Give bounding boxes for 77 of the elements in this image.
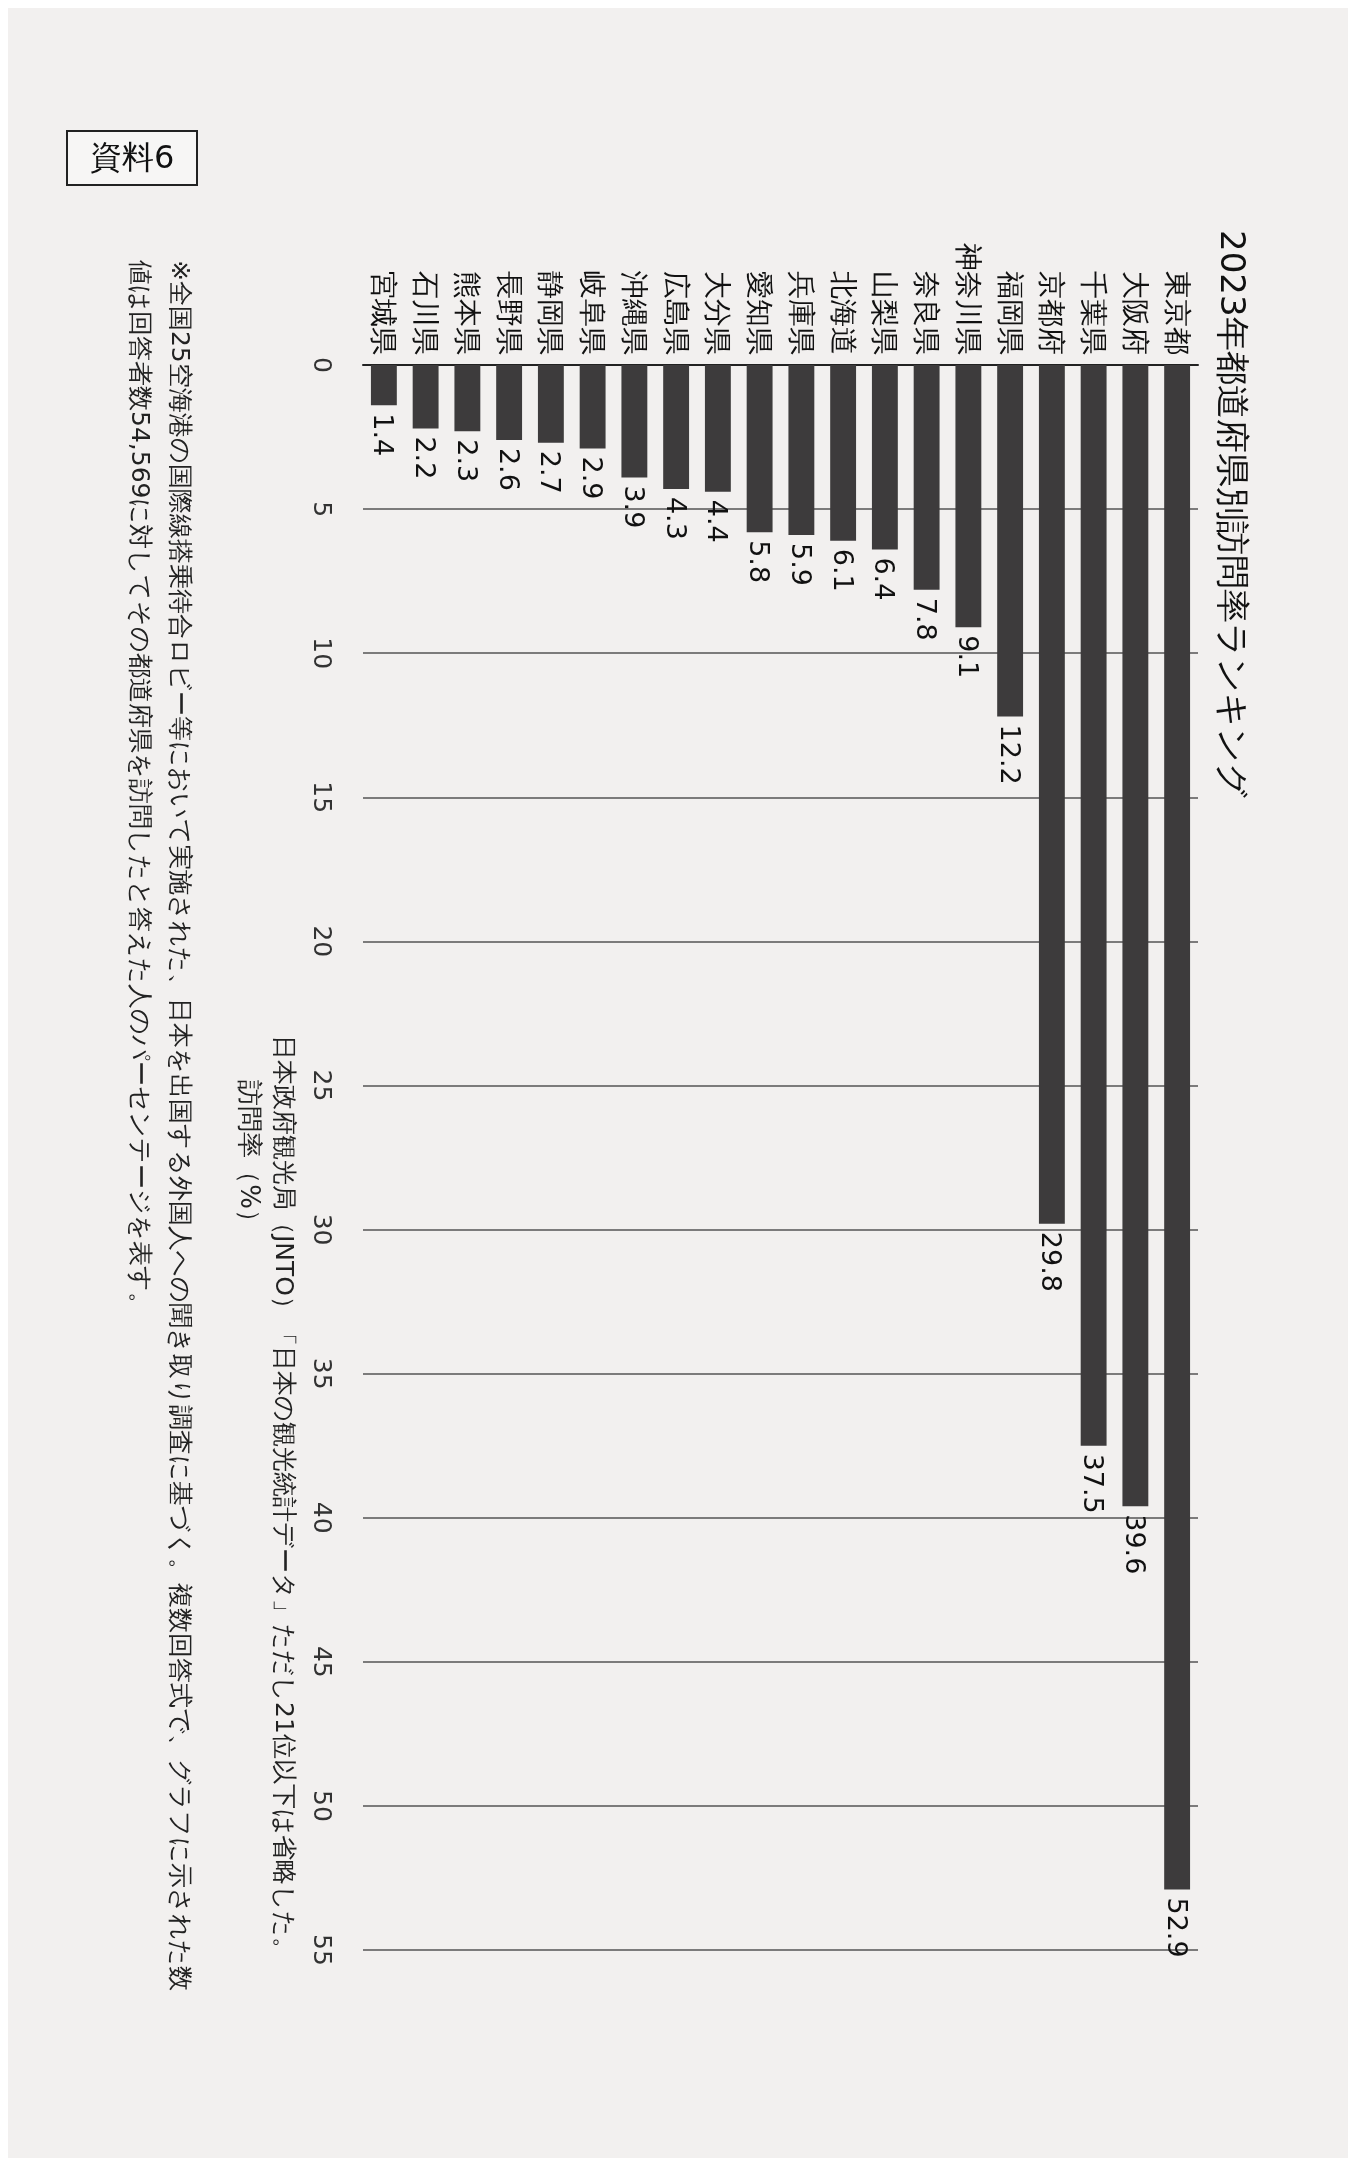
bar xyxy=(663,365,690,489)
bar xyxy=(412,365,439,429)
data-label: 3.9 xyxy=(618,485,650,529)
y-tick-label: 20 xyxy=(308,925,337,958)
y-axis-title: 訪問率（%） xyxy=(235,1080,265,1235)
bar xyxy=(788,365,815,536)
y-tick-label: 35 xyxy=(308,1357,337,1390)
x-tick-label: 千葉県 xyxy=(1077,271,1111,355)
data-label: 2.9 xyxy=(577,456,609,500)
x-tick-label: 熊本県 xyxy=(450,271,484,355)
data-label: 2.7 xyxy=(535,450,567,494)
data-label: 12.2 xyxy=(994,724,1026,785)
data-label: 1.4 xyxy=(368,413,400,457)
data-label: 4.4 xyxy=(702,499,734,543)
y-tick-label: 50 xyxy=(308,1790,337,1822)
bar xyxy=(1122,365,1149,1507)
x-tick-label: 静岡県 xyxy=(534,271,568,355)
x-tick-label: 京都府 xyxy=(1035,271,1069,355)
data-label: 7.8 xyxy=(911,597,943,641)
x-tick-label: 長野県 xyxy=(492,271,526,355)
y-tick-label: 10 xyxy=(308,637,337,670)
bar xyxy=(1080,365,1107,1446)
x-tick-label: 石川県 xyxy=(409,271,443,355)
bar xyxy=(955,365,982,628)
data-label: 5.9 xyxy=(785,543,817,586)
x-tick-label: 東京都 xyxy=(1160,271,1194,355)
data-label: 2.6 xyxy=(493,447,525,491)
y-tick-label: 25 xyxy=(308,1069,337,1102)
x-tick-label: 福岡県 xyxy=(993,271,1027,355)
bar xyxy=(496,365,523,440)
bar xyxy=(997,365,1024,717)
y-tick-label: 45 xyxy=(308,1645,337,1678)
x-tick-label: 神奈川県 xyxy=(951,243,985,355)
bar xyxy=(871,365,898,550)
y-tick-label: 15 xyxy=(308,781,337,814)
y-tick-label: 55 xyxy=(308,1934,337,1966)
data-label: 5.8 xyxy=(744,540,776,584)
data-label: 29.8 xyxy=(1036,1231,1068,1292)
bar xyxy=(1038,365,1065,1224)
text: ※全国25空海港の国際線搭乗待合ロビー等において実施された、日本を出国する外国人への聞き取り調査に基づく。複数回答式で、グラフに示された数値は回答者数54,569に対してその都道府県を訪問したと答えた人のパーセンテージを表す。 xyxy=(125,260,195,1991)
x-tick-label: 兵庫県 xyxy=(784,271,818,355)
bar xyxy=(913,365,940,590)
bar xyxy=(621,365,648,478)
text: 2023年都道府県別訪問率ランキング xyxy=(1213,230,1253,798)
x-tick-label: 大分県 xyxy=(701,271,735,355)
y-tick-label: 40 xyxy=(308,1501,337,1534)
data-label: 2.2 xyxy=(410,436,442,480)
data-label: 6.4 xyxy=(869,557,901,601)
text: 日本政府観光局（JNTO）「日本の観光統計データ」ただし21位以下は省略した。 xyxy=(269,1035,299,1962)
data-label: 37.5 xyxy=(1078,1453,1110,1514)
y-tick-label: 0 xyxy=(308,357,337,373)
x-tick-label: 北海道 xyxy=(826,271,860,355)
bar xyxy=(454,365,481,432)
text: 資料6 xyxy=(66,130,199,186)
bar xyxy=(1164,365,1191,1890)
bar xyxy=(579,365,606,449)
data-label: 39.6 xyxy=(1119,1514,1151,1575)
data-label: 6.1 xyxy=(827,548,859,592)
data-label: 9.1 xyxy=(952,635,984,679)
data-label: 52.9 xyxy=(1161,1897,1193,1958)
bar xyxy=(704,365,731,492)
x-tick-label: 愛知県 xyxy=(743,271,777,355)
x-tick-label: 奈良県 xyxy=(910,271,944,355)
x-tick-label: 沖縄県 xyxy=(617,271,651,355)
bar xyxy=(830,365,857,541)
bar xyxy=(746,365,773,533)
x-tick-label: 広島県 xyxy=(659,271,693,355)
x-tick-label: 岐阜県 xyxy=(576,271,610,355)
data-label: 2.3 xyxy=(451,439,483,483)
x-tick-label: 山梨県 xyxy=(868,271,902,355)
x-tick-label: 大阪府 xyxy=(1118,271,1152,355)
y-tick-label: 30 xyxy=(308,1213,337,1246)
x-tick-label: 宮城県 xyxy=(367,271,401,355)
y-tick-label: 5 xyxy=(308,501,337,518)
bar xyxy=(370,365,397,406)
data-label: 4.3 xyxy=(660,496,692,540)
bar xyxy=(537,365,564,443)
